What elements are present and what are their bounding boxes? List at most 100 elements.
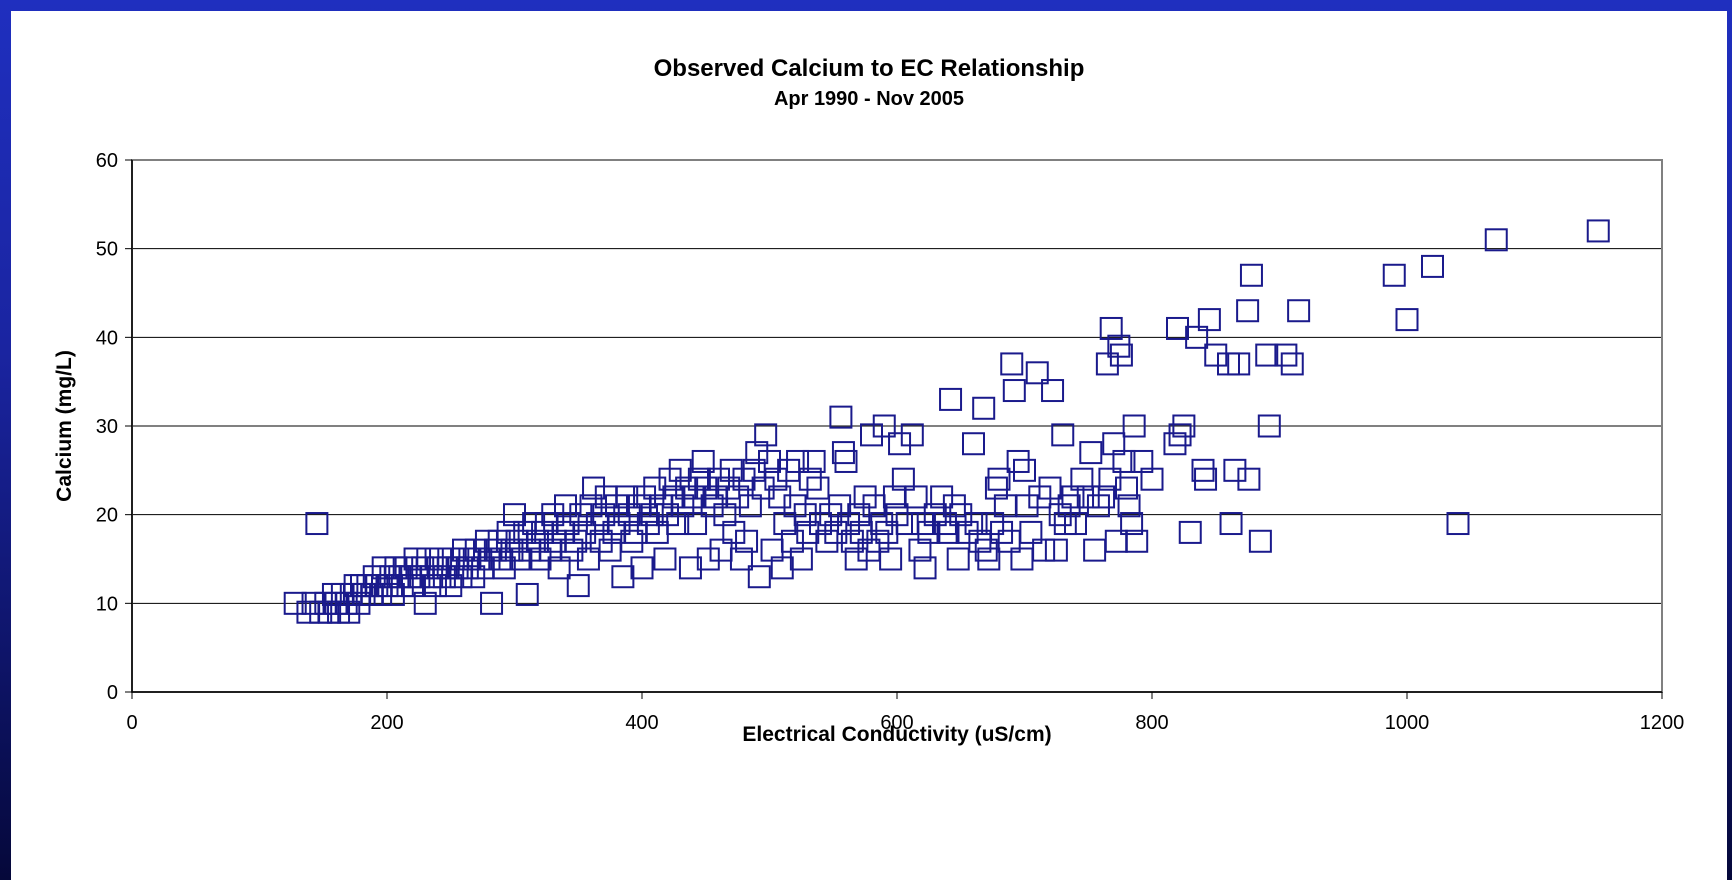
data-point: [636, 512, 660, 536]
data-point: [525, 529, 549, 553]
data-point: [786, 449, 810, 473]
data-point: [1000, 352, 1024, 376]
data-point: [942, 494, 966, 518]
data-point: [879, 547, 903, 571]
data-point: [678, 556, 702, 580]
x-tick-label: 600: [880, 712, 913, 734]
data-point: [904, 485, 928, 509]
data-point: [1191, 458, 1215, 482]
data-point: [564, 529, 588, 553]
y-axis-label: Calcium (mg/L): [53, 350, 76, 502]
data-point: [1099, 316, 1123, 340]
data-point: [834, 449, 858, 473]
data-point: [492, 556, 516, 580]
data-point: [1038, 476, 1062, 500]
data-point: [1421, 254, 1444, 278]
data-point: [824, 520, 848, 544]
data-point: [719, 458, 743, 482]
x-tick-label: 200: [370, 712, 403, 734]
data-point: [964, 512, 988, 536]
gridlines: [132, 248, 1662, 604]
data-point: [729, 547, 753, 571]
data-point: [1112, 449, 1136, 473]
data-point: [1079, 441, 1103, 465]
data-point: [556, 512, 580, 536]
x-tick-label: 1200: [1640, 712, 1685, 734]
data-point: [480, 591, 504, 615]
chart-title: Observed Calcium to EC Relationship: [653, 55, 1085, 82]
data-point: [573, 520, 597, 544]
data-point: [1122, 414, 1146, 438]
data-point: [1048, 503, 1072, 527]
data-point: [462, 565, 486, 589]
data-point: [589, 529, 613, 553]
y-tick-label: 20: [96, 505, 118, 527]
data-point: [1382, 263, 1406, 287]
data-point: [1395, 308, 1419, 332]
data-point: [283, 591, 307, 615]
data-point: [866, 529, 890, 553]
data-point: [1115, 476, 1138, 500]
data-point: [554, 494, 577, 518]
data-point: [1248, 529, 1272, 553]
data-point: [700, 494, 724, 518]
data-point: [911, 512, 934, 536]
data-point: [829, 405, 853, 429]
x-tick-label: 800: [1135, 712, 1168, 734]
data-point: [949, 503, 973, 527]
data-point: [687, 467, 711, 491]
y-tick-label: 60: [96, 150, 118, 172]
data-point: [429, 547, 453, 571]
data-points: [283, 219, 1610, 624]
data-point: [819, 503, 843, 527]
chart-subtitle: Apr 1990 - Nov 2005: [773, 88, 965, 110]
data-point: [615, 485, 639, 509]
data-point: [522, 512, 546, 536]
data-point: [972, 396, 996, 420]
data-point: [806, 476, 830, 500]
data-point: [798, 467, 822, 491]
data-point: [751, 476, 775, 500]
data-point: [1287, 299, 1311, 323]
data-point: [582, 476, 606, 500]
data-point: [1117, 494, 1141, 518]
data-point: [1172, 414, 1196, 438]
data-point: [1227, 352, 1251, 376]
data-point: [1237, 467, 1261, 491]
data-point: [789, 547, 813, 571]
data-point: [840, 529, 864, 553]
data-point: [1204, 343, 1228, 367]
data-point: [681, 485, 705, 509]
data-point: [566, 574, 590, 598]
data-point: [1064, 512, 1087, 536]
data-point: [1280, 352, 1304, 376]
data-point: [1025, 361, 1049, 385]
data-point: [888, 432, 912, 456]
data-point: [666, 512, 690, 536]
data-point: [735, 529, 759, 553]
data-point: [981, 512, 1005, 536]
data-point: [974, 538, 998, 562]
data-point: [1274, 343, 1298, 367]
chart-panel: Observed Calcium to EC Relationship Apr …: [11, 11, 1727, 880]
data-point: [611, 565, 635, 589]
data-point: [1032, 538, 1056, 562]
data-point: [738, 494, 762, 518]
data-point: [984, 476, 1008, 500]
data-point: [547, 556, 571, 580]
data-point: [1178, 520, 1202, 544]
data-point: [780, 529, 804, 553]
data-point: [334, 591, 358, 615]
data-point: [908, 538, 932, 562]
data-point: [403, 547, 427, 571]
y-tick-label: 40: [96, 327, 118, 349]
data-point: [684, 512, 708, 536]
data-point: [1002, 379, 1026, 403]
data-point: [1194, 467, 1218, 491]
data-point: [375, 574, 399, 598]
data-point: [870, 512, 894, 536]
data-point: [860, 423, 883, 447]
